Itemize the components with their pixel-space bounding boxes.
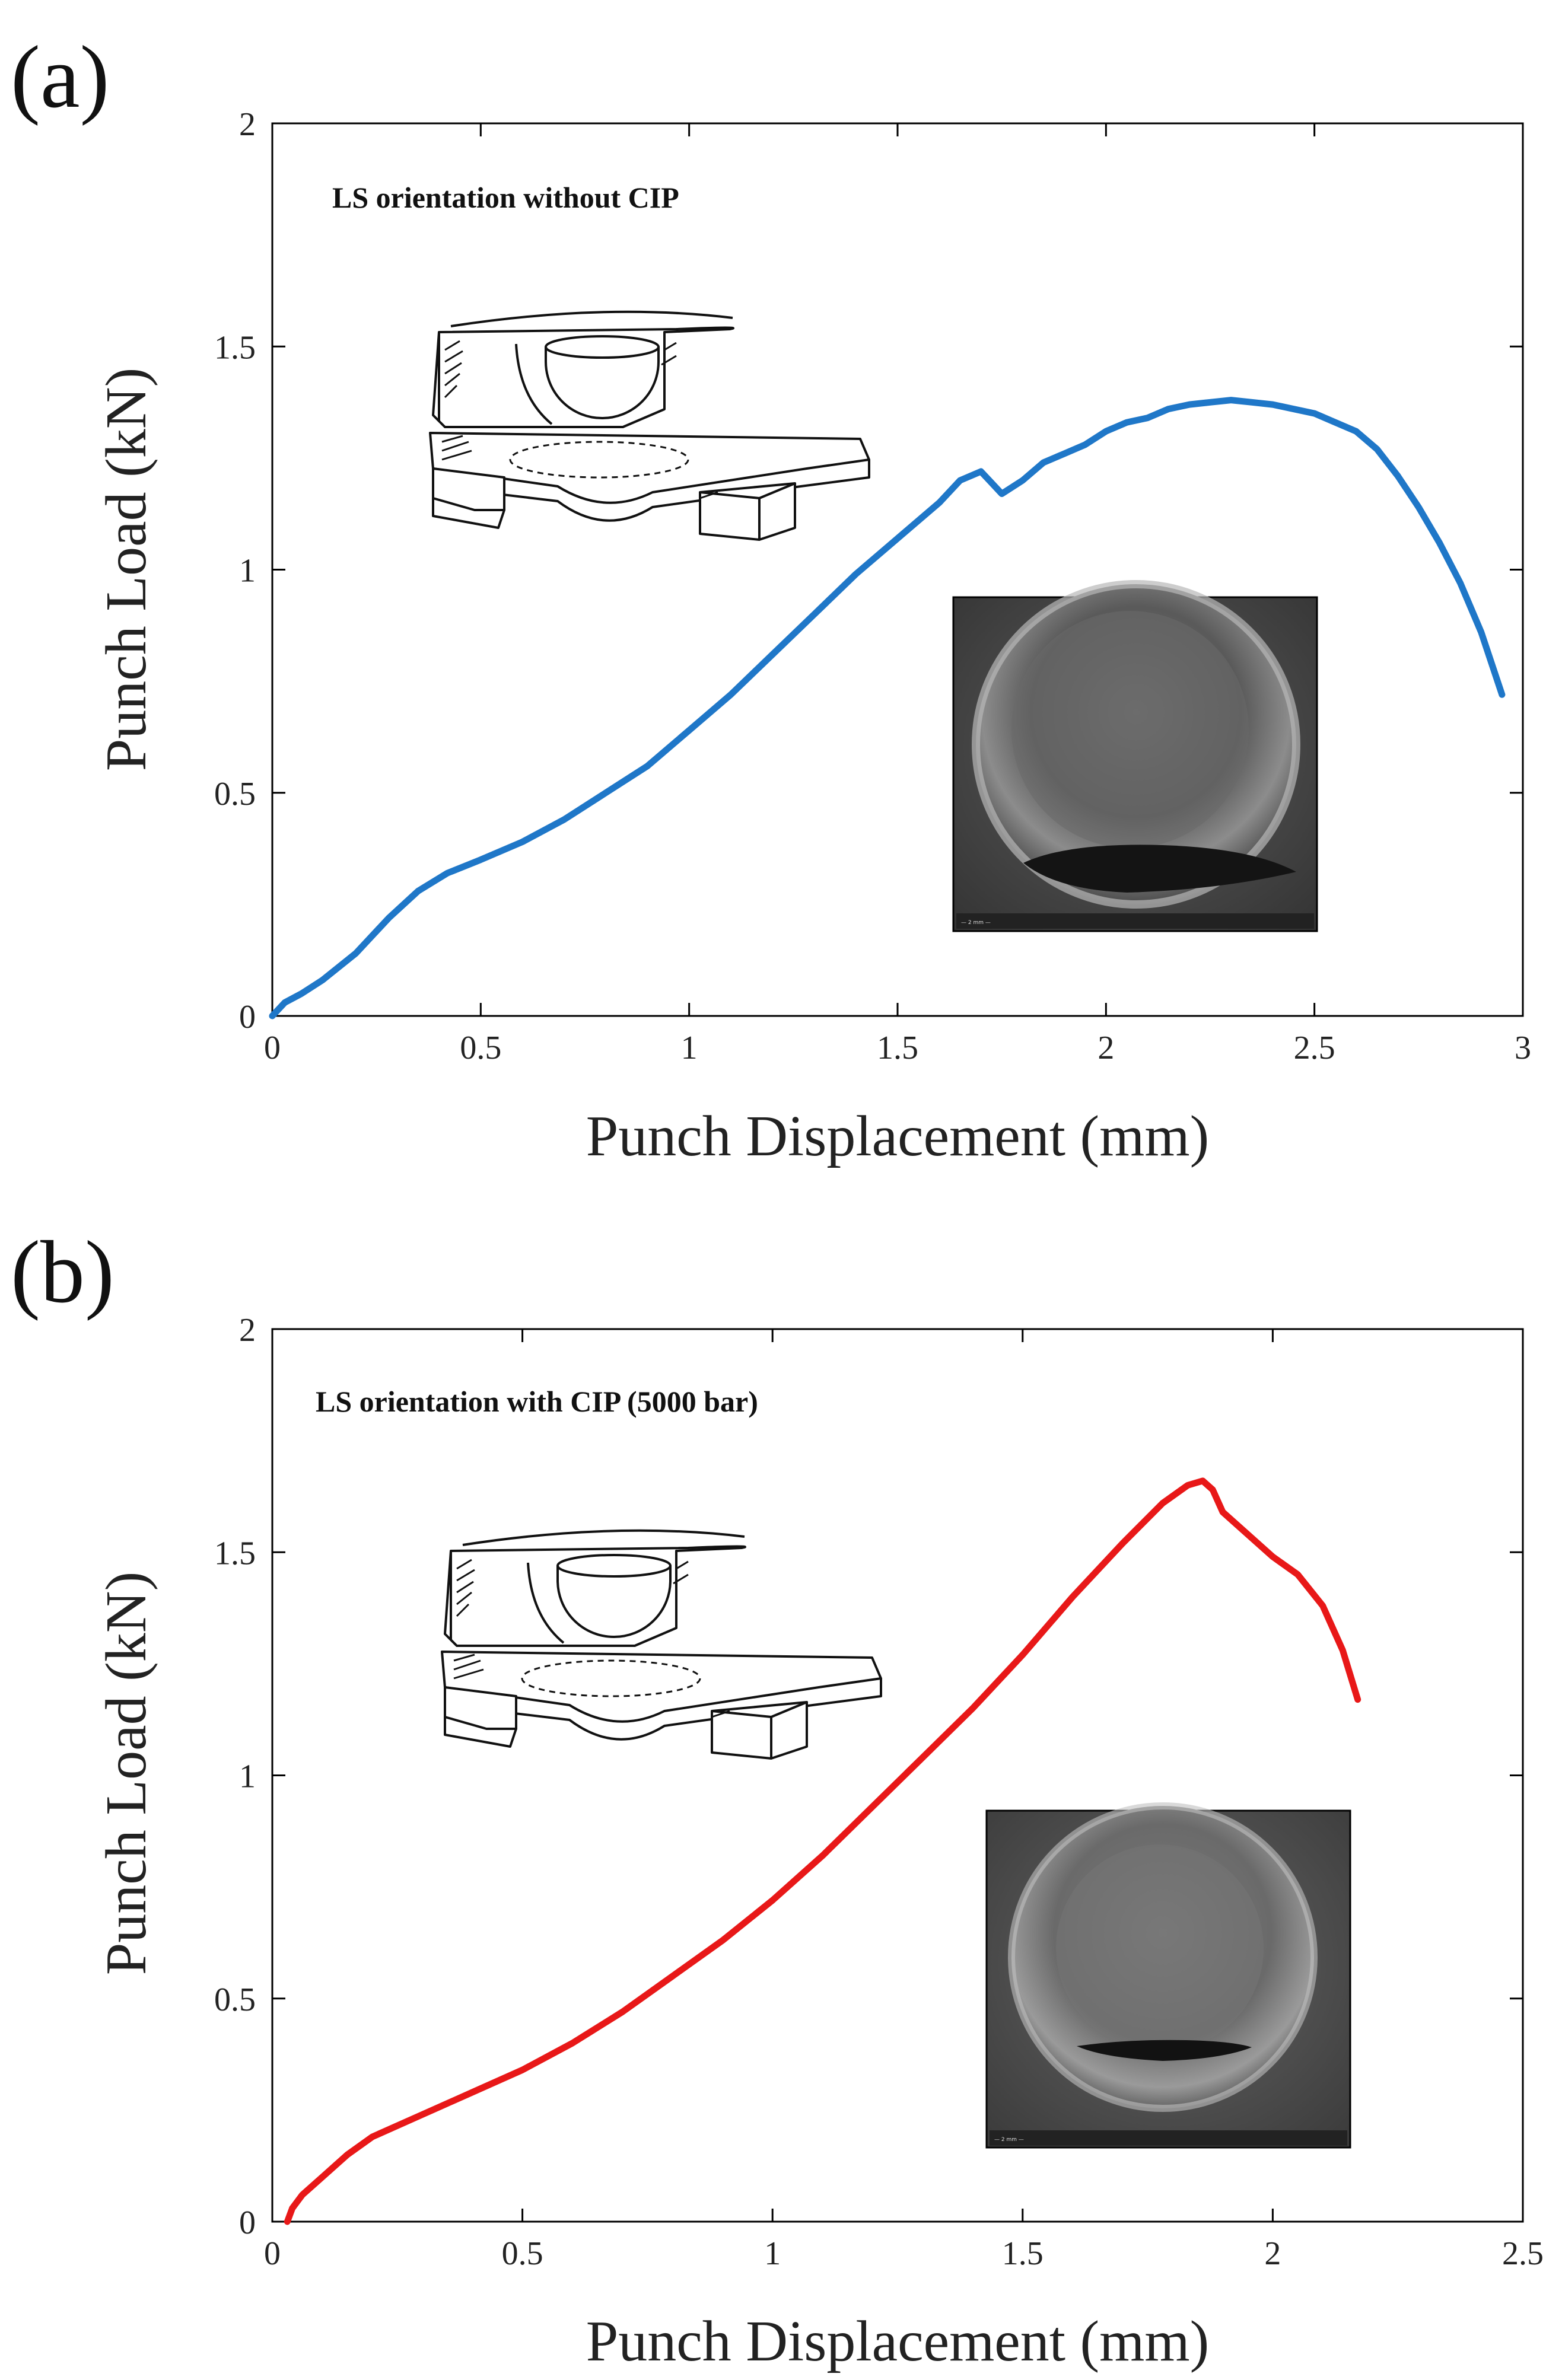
x-tick-label-a-3: 1.5 <box>877 1030 918 1066</box>
y-axis-title-a: Punch Load (kN) <box>94 368 158 771</box>
panel-label-b: (b) <box>11 1223 114 1321</box>
plot-frame-a <box>271 122 1524 1017</box>
y-tick-label-b-0: 0 <box>239 2204 256 2241</box>
y-tick-label-a-1: 0.5 <box>214 776 256 813</box>
y-tick-label-a-4: 2 <box>239 106 256 143</box>
sem-image-a: — 2 mm — <box>952 580 1318 932</box>
annotation-a: LS orientation without CIP <box>332 181 679 214</box>
panel-a: (a) 0 0.5 1 1.5 2 2.5 3 0 0.5 1 1.5 2 LS orientatio… <box>11 28 1531 1168</box>
y-tick-label-b-4: 2 <box>239 1312 256 1349</box>
x-tick-label-b-5: 2.5 <box>1502 2235 1544 2272</box>
sem-scale-bar-b: — 2 mm — <box>994 2137 1024 2143</box>
schematic-inset-a <box>429 310 870 541</box>
x-tick-label-a-5: 2.5 <box>1294 1030 1335 1066</box>
panel-label-a: (a) <box>11 28 109 126</box>
schematic-inset-b <box>441 1529 882 1760</box>
x-tick-label-b-4: 2 <box>1264 2235 1281 2272</box>
x-axis-title-b: Punch Displacement (mm) <box>586 2309 1210 2373</box>
x-tick-label-a-1: 0.5 <box>460 1030 501 1066</box>
x-tick-label-b-0: 0 <box>264 2235 281 2272</box>
ticks-b: 0 0.5 1 1.5 2 2.5 0 0.5 1 1.5 2 <box>214 1312 1544 2272</box>
x-tick-label-a-0: 0 <box>264 1030 281 1066</box>
y-tick-label-a-0: 0 <box>239 999 256 1036</box>
x-tick-label-b-3: 1.5 <box>1002 2235 1044 2272</box>
x-tick-label-a-2: 1 <box>681 1030 698 1066</box>
y-tick-label-b-1: 0.5 <box>214 1981 256 2018</box>
x-tick-label-b-1: 0.5 <box>502 2235 543 2272</box>
panel-b: (b) 0 0.5 1 1.5 2 2.5 0 0.5 1 1.5 2 LS orientation… <box>11 1223 1544 2373</box>
y-tick-label-a-3: 1.5 <box>214 329 256 366</box>
y-tick-label-a-2: 1 <box>239 553 256 590</box>
y-tick-label-b-3: 1.5 <box>214 1535 256 1572</box>
y-tick-label-b-2: 1 <box>239 1758 256 1795</box>
annotation-b: LS orientation with CIP (5000 bar) <box>316 1385 758 1418</box>
y-axis-title-b: Punch Load (kN) <box>94 1572 158 1975</box>
sem-scale-bar-a: — 2 mm — <box>961 920 991 926</box>
series-line-a <box>269 397 1506 1019</box>
x-tick-label-a-4: 2 <box>1097 1030 1114 1066</box>
ticks-a: 0 0.5 1 1.5 2 2.5 3 0 0.5 1 1.5 2 <box>214 106 1531 1066</box>
sem-image-b: — 2 mm — <box>985 1802 1351 2149</box>
x-tick-label-a-6: 3 <box>1515 1030 1531 1066</box>
x-tick-label-b-2: 1 <box>764 2235 781 2272</box>
x-axis-title-a: Punch Displacement (mm) <box>586 1104 1210 1168</box>
series-line-b <box>284 1477 1361 2225</box>
